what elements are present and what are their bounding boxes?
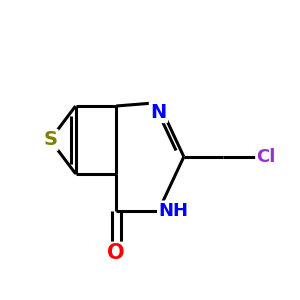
Text: N: N — [150, 103, 167, 122]
Text: S: S — [43, 130, 57, 149]
Text: NH: NH — [158, 202, 188, 220]
Text: O: O — [107, 243, 125, 263]
Text: Cl: Cl — [256, 148, 276, 166]
